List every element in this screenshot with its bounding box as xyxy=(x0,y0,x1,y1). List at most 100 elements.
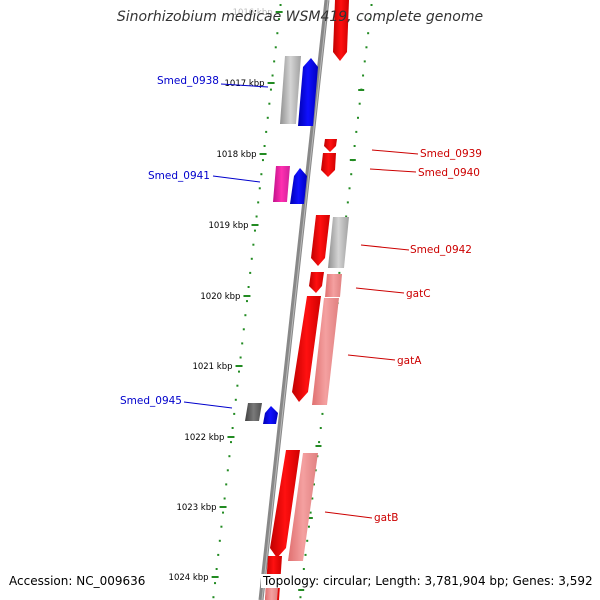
tick-dot xyxy=(220,525,223,528)
tick-dot xyxy=(222,511,225,514)
gene-arrow-reverse xyxy=(292,296,321,402)
tick-dot xyxy=(218,539,221,542)
genome-summary: Topology: circular; Length: 3,781,904 bp… xyxy=(261,574,593,588)
tick-dot xyxy=(241,342,244,345)
gene-label-smed-0940[interactable]: Smed_0940 xyxy=(418,167,480,179)
tick-dot xyxy=(321,412,324,415)
kbp-label: 1024 kbp xyxy=(169,573,209,583)
gene-block-grey xyxy=(328,217,349,268)
accession-label: Accession: NC_009636 xyxy=(9,574,146,588)
gene-arrow-reverse xyxy=(309,272,324,293)
tick-dot xyxy=(306,539,309,542)
gene-features xyxy=(245,0,349,600)
gene-label-gatc[interactable]: gatC xyxy=(406,288,431,300)
tick-dot xyxy=(223,497,226,500)
tick-dot xyxy=(274,46,277,49)
tick-dot xyxy=(299,596,302,599)
gene-label-gata[interactable]: gatA xyxy=(397,355,422,367)
gene-arrow-reverse xyxy=(324,139,337,152)
gene-arrow-reverse xyxy=(333,0,349,61)
tick-dot xyxy=(269,88,272,91)
kbp-label: 1021 kbp xyxy=(192,362,232,372)
tick-dot xyxy=(273,60,276,63)
gene-label-smed-0939[interactable]: Smed_0939 xyxy=(420,148,482,160)
tick-dot xyxy=(319,427,322,429)
tick-dot xyxy=(215,568,218,570)
gene-label-smed-0941[interactable]: Smed_0941 xyxy=(148,170,210,182)
tick-dot xyxy=(363,60,366,63)
gene-arrow-forward xyxy=(290,168,307,204)
kbp-label: 1020 kbp xyxy=(200,292,240,302)
tick-dot xyxy=(230,441,233,444)
gene-arrow-reverse xyxy=(311,215,330,266)
tick-dot xyxy=(271,74,274,77)
kbp-label: 1022 kbp xyxy=(184,433,224,443)
gene-block-pink xyxy=(325,274,342,297)
tick-dot xyxy=(355,130,358,133)
gene-block-pink xyxy=(288,453,318,561)
tick-dot xyxy=(302,568,305,570)
tick-dot xyxy=(255,215,258,218)
tick-dot xyxy=(225,483,228,486)
tick-dot xyxy=(257,201,260,204)
gene-block-grey xyxy=(280,56,301,124)
callout-lines xyxy=(183,83,419,519)
tick-dot xyxy=(253,229,256,232)
gene-label-gatb[interactable]: gatB xyxy=(374,512,398,524)
tick-dot xyxy=(346,201,349,204)
tick-dot xyxy=(252,243,255,246)
tick-dot xyxy=(338,271,341,274)
tick-dot xyxy=(236,384,239,387)
tick-dot xyxy=(304,553,307,556)
tick-dot xyxy=(239,356,242,359)
tick-dot xyxy=(312,483,315,486)
tick-dot xyxy=(350,173,353,176)
tick-dot xyxy=(249,271,252,274)
tick-dot xyxy=(345,215,348,218)
tick-dot xyxy=(247,286,250,288)
gene-arrow-forward xyxy=(298,58,318,126)
tick-dot xyxy=(237,370,240,373)
tick-dot xyxy=(265,130,268,133)
kbp-scale: 1016 kbp 1017 kbp 1018 kbp 1019 kbp 1020 kbp… xyxy=(169,8,283,583)
gene-label-smed-0938[interactable]: Smed_0938 xyxy=(157,75,219,87)
tick-dot xyxy=(234,398,237,401)
tick-dot xyxy=(318,441,321,444)
tick-dot xyxy=(358,102,361,105)
tick-dot xyxy=(231,427,234,429)
tick-dot xyxy=(348,187,351,190)
tick-dot xyxy=(362,74,365,77)
gene-block-magenta xyxy=(273,166,290,202)
tick-dot xyxy=(365,46,368,49)
tick-dot xyxy=(260,173,263,176)
kbp-label: 1023 kbp xyxy=(176,503,216,513)
tick-dot xyxy=(277,18,280,21)
kbp-label: 1017 kbp xyxy=(225,79,265,89)
tick-dot xyxy=(370,4,373,6)
tick-dot xyxy=(244,314,247,317)
tick-dot xyxy=(356,116,359,119)
tick-dot xyxy=(242,328,245,331)
tick-dot xyxy=(268,102,271,105)
tick-dot xyxy=(261,159,264,162)
tick-dot xyxy=(258,187,261,190)
tick-dot xyxy=(276,32,279,35)
inner-tick-ring xyxy=(212,4,282,599)
gene-arrow-reverse xyxy=(270,450,300,558)
tick-dot xyxy=(214,582,217,585)
tick-dot xyxy=(368,18,371,21)
gene-label-smed-0945[interactable]: Smed_0945 xyxy=(120,395,182,407)
tick-dot xyxy=(266,116,269,119)
gene-label-smed-0942[interactable]: Smed_0942 xyxy=(410,244,472,256)
tick-dot xyxy=(245,300,248,303)
gene-arrow-reverse xyxy=(321,153,336,177)
gene-block-darkgrey xyxy=(245,403,262,421)
tick-dot xyxy=(217,553,220,556)
kbp-label: 1016 kbp xyxy=(233,8,273,18)
gene-arrow-forward xyxy=(263,406,278,424)
tick-dot xyxy=(250,257,253,260)
tick-dot xyxy=(309,511,312,514)
tick-dot xyxy=(228,455,231,458)
tick-dot xyxy=(311,497,314,500)
